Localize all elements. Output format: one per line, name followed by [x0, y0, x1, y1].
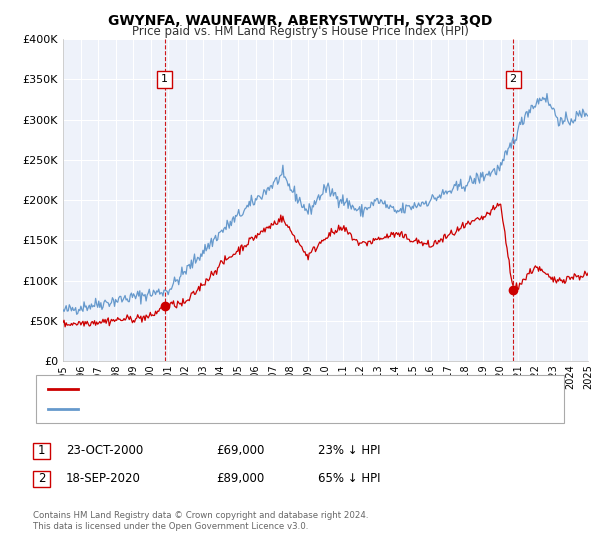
Text: 1: 1: [161, 74, 168, 85]
Text: 18-SEP-2020: 18-SEP-2020: [66, 472, 141, 486]
Text: £89,000: £89,000: [216, 472, 264, 486]
Text: 2: 2: [38, 472, 45, 486]
Text: This data is licensed under the Open Government Licence v3.0.: This data is licensed under the Open Gov…: [33, 522, 308, 531]
Text: 2: 2: [509, 74, 517, 85]
Text: 23% ↓ HPI: 23% ↓ HPI: [318, 444, 380, 458]
Text: 1: 1: [38, 444, 45, 458]
Text: 65% ↓ HPI: 65% ↓ HPI: [318, 472, 380, 486]
Text: GWYNFA, WAUNFAWR, ABERYSTWYTH, SY23 3QD (detached house): GWYNFA, WAUNFAWR, ABERYSTWYTH, SY23 3QD …: [87, 384, 454, 394]
Text: Price paid vs. HM Land Registry's House Price Index (HPI): Price paid vs. HM Land Registry's House …: [131, 25, 469, 38]
Text: £69,000: £69,000: [216, 444, 265, 458]
Text: GWYNFA, WAUNFAWR, ABERYSTWYTH, SY23 3QD: GWYNFA, WAUNFAWR, ABERYSTWYTH, SY23 3QD: [108, 14, 492, 28]
Text: 23-OCT-2000: 23-OCT-2000: [66, 444, 143, 458]
Text: Contains HM Land Registry data © Crown copyright and database right 2024.: Contains HM Land Registry data © Crown c…: [33, 511, 368, 520]
Text: HPI: Average price, detached house, Ceredigion: HPI: Average price, detached house, Cere…: [87, 404, 349, 414]
